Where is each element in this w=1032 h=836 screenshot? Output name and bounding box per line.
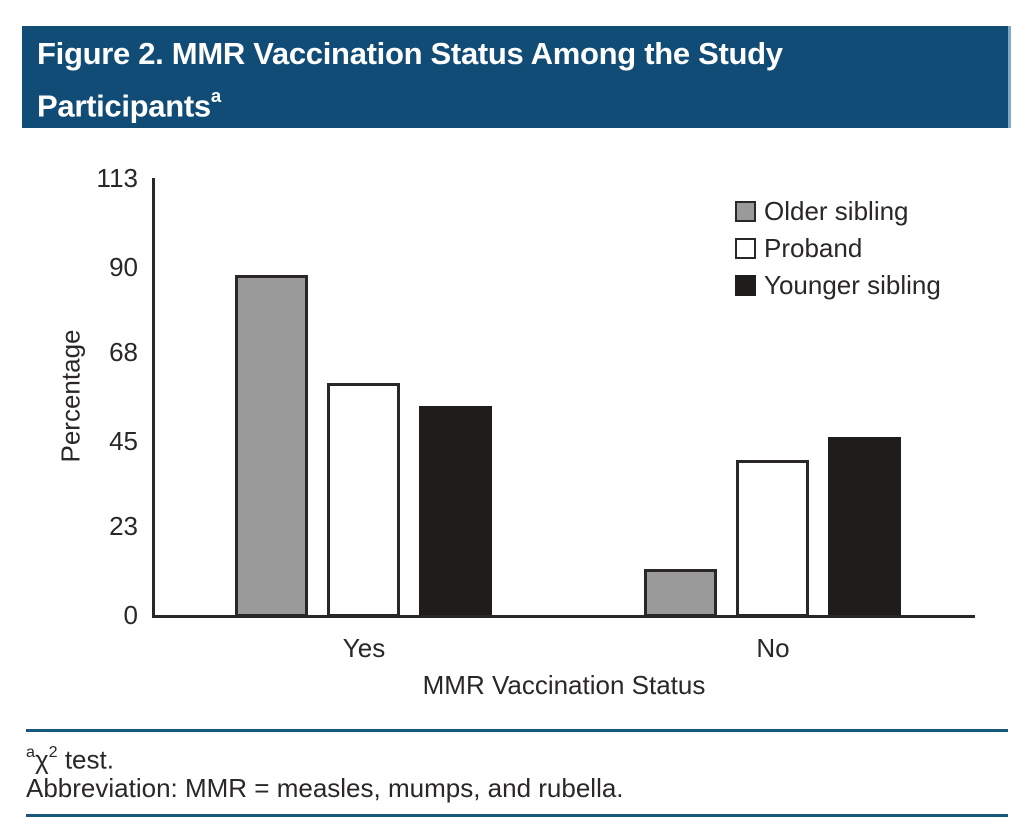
legend-label-proband: Proband [764,233,863,263]
legend-label-older-sibling: Older sibling [764,196,909,226]
figure-title-text: Figure 2. MMR Vaccination Status Among t… [37,36,783,71]
y-tick-label-113: 113 [96,163,138,193]
legend-swatch-proband [735,238,756,259]
legend-item-younger-sibling: Younger sibling [735,267,941,304]
bar-proband-yes [327,383,400,617]
footnote-chi: χ [34,744,49,775]
legend-item-older-sibling: Older sibling [735,193,941,230]
figure-title-banner: Figure 2. MMR Vaccination Status Among t… [22,26,1011,128]
y-tick-label-23: 23 [109,511,138,541]
footer-rule-bottom [26,814,1008,817]
footnote-chi-square: aχ2 test. [26,737,114,777]
footnote-superscript-2: 2 [48,743,58,762]
bar-younger-sibling-yes [419,406,492,617]
abbreviation-note: Abbreviation: MMR = measles, mumps, and … [26,773,624,803]
bar-older-sibling-no [644,569,717,617]
category-label-no: No [756,633,790,663]
footnote-rest: test. [57,744,114,775]
bar-older-sibling-yes [235,275,308,617]
legend: Older sibling Proband Younger sibling [735,193,941,304]
footnote-superscript-a: a [26,743,35,762]
bar-younger-sibling-no [828,437,901,617]
category-label-yes: Yes [342,633,386,663]
figure-title-line2: Participants [37,88,211,124]
x-axis-label: MMR Vaccination Status [422,670,706,700]
y-tick-label-90: 90 [109,252,138,282]
y-axis-line [152,178,155,618]
legend-label-younger-sibling: Younger sibling [764,270,941,300]
y-tick-label-0: 0 [123,600,138,630]
y-tick-label-68: 68 [109,337,138,367]
footer-rule-top [26,729,1008,732]
legend-swatch-older-sibling [735,201,756,222]
y-tick-label-45: 45 [109,426,138,456]
figure-title-superscript: a [210,85,221,107]
legend-item-proband: Proband [735,230,941,267]
bar-proband-no [736,460,809,617]
legend-swatch-younger-sibling [735,275,756,296]
x-axis-line [152,615,975,618]
figure-title: Figure 2. MMR Vaccination Status Among t… [37,31,917,128]
